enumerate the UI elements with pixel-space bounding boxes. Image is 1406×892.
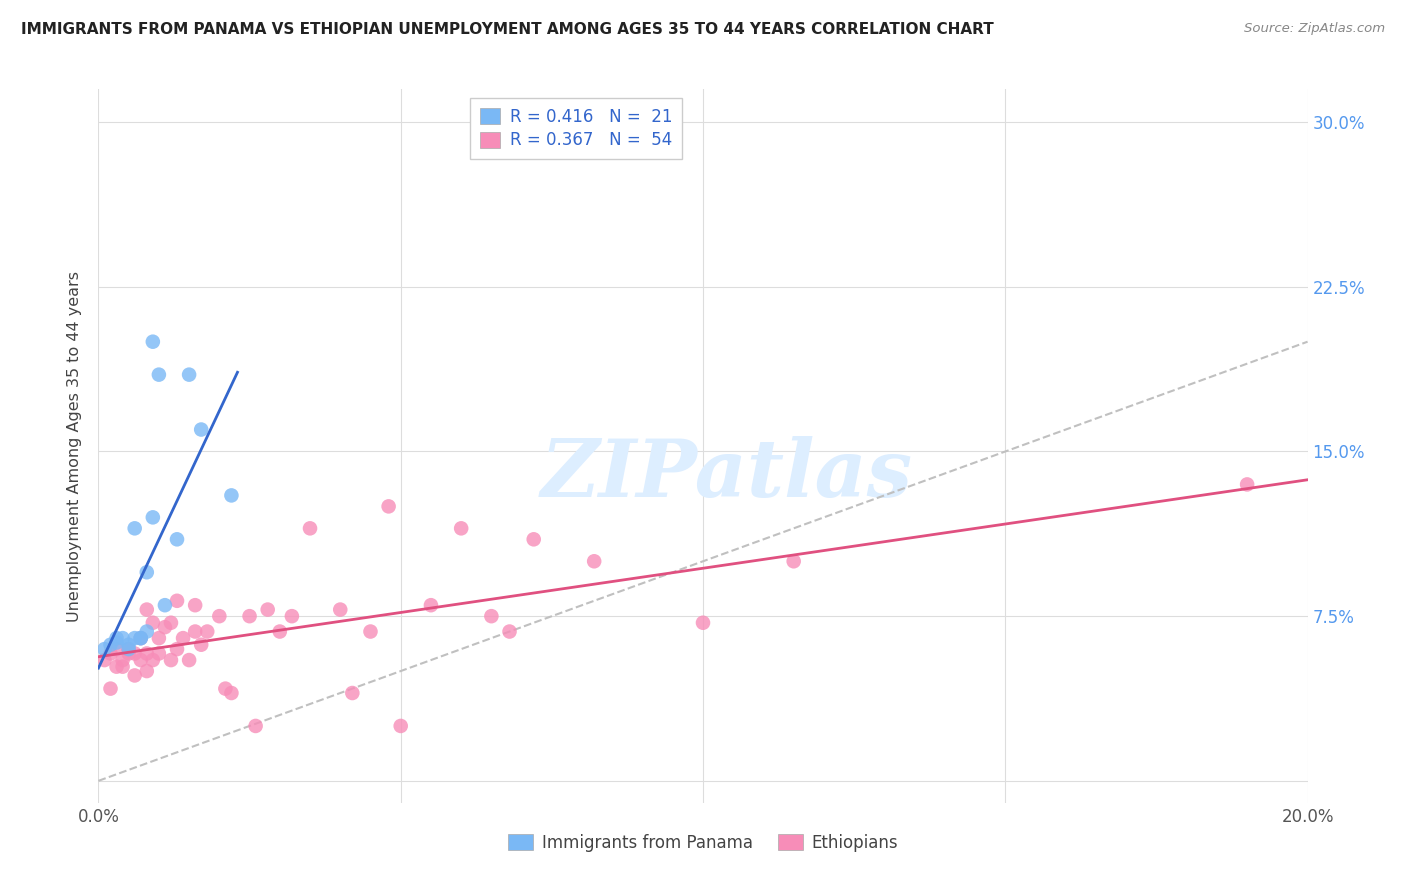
Point bbox=[208, 609, 231, 624]
Point bbox=[166, 594, 188, 608]
Point bbox=[221, 686, 243, 700]
Point bbox=[124, 647, 146, 661]
Point bbox=[166, 533, 188, 547]
Point bbox=[129, 653, 152, 667]
Point bbox=[190, 423, 212, 437]
Point bbox=[692, 615, 714, 630]
Point bbox=[105, 635, 128, 649]
Point bbox=[124, 668, 146, 682]
Point bbox=[245, 719, 267, 733]
Legend: Immigrants from Panama, Ethiopians: Immigrants from Panama, Ethiopians bbox=[502, 828, 904, 859]
Point bbox=[148, 368, 170, 382]
Point bbox=[100, 681, 122, 696]
Point bbox=[118, 638, 141, 652]
Point bbox=[105, 631, 128, 645]
Point bbox=[160, 653, 183, 667]
Y-axis label: Unemployment Among Ages 35 to 44 years: Unemployment Among Ages 35 to 44 years bbox=[67, 270, 83, 622]
Point bbox=[142, 653, 165, 667]
Point bbox=[148, 647, 170, 661]
Point bbox=[135, 602, 157, 616]
Point bbox=[360, 624, 382, 639]
Point bbox=[160, 615, 183, 630]
Point bbox=[184, 598, 207, 612]
Point bbox=[281, 609, 304, 624]
Point bbox=[299, 521, 322, 535]
Point bbox=[129, 631, 152, 645]
Point bbox=[105, 659, 128, 673]
Point bbox=[195, 624, 218, 639]
Point bbox=[184, 624, 207, 639]
Point bbox=[783, 554, 806, 568]
Point bbox=[214, 681, 236, 696]
Point bbox=[129, 631, 152, 645]
Point bbox=[100, 647, 122, 661]
Text: ZIPatlas: ZIPatlas bbox=[541, 436, 914, 513]
Point bbox=[100, 638, 122, 652]
Point bbox=[148, 631, 170, 645]
Point bbox=[239, 609, 262, 624]
Text: Source: ZipAtlas.com: Source: ZipAtlas.com bbox=[1244, 22, 1385, 36]
Point bbox=[129, 631, 152, 645]
Point bbox=[583, 554, 606, 568]
Point bbox=[93, 642, 115, 657]
Point bbox=[111, 653, 134, 667]
Point bbox=[124, 631, 146, 645]
Point bbox=[221, 488, 243, 502]
Point bbox=[118, 642, 141, 657]
Point bbox=[118, 647, 141, 661]
Point bbox=[377, 500, 399, 514]
Point bbox=[420, 598, 443, 612]
Point bbox=[329, 602, 352, 616]
Point bbox=[153, 598, 176, 612]
Point bbox=[153, 620, 176, 634]
Point bbox=[118, 642, 141, 657]
Point bbox=[135, 624, 157, 639]
Point bbox=[124, 521, 146, 535]
Point bbox=[179, 368, 201, 382]
Point bbox=[111, 631, 134, 645]
Point bbox=[166, 642, 188, 657]
Point bbox=[498, 624, 520, 639]
Point bbox=[389, 719, 412, 733]
Point bbox=[135, 647, 157, 661]
Point bbox=[142, 615, 165, 630]
Point bbox=[135, 664, 157, 678]
Point bbox=[481, 609, 503, 624]
Point bbox=[142, 334, 165, 349]
Point bbox=[105, 642, 128, 657]
Point bbox=[142, 510, 165, 524]
Point bbox=[179, 653, 201, 667]
Point bbox=[111, 659, 134, 673]
Point bbox=[172, 631, 194, 645]
Text: IMMIGRANTS FROM PANAMA VS ETHIOPIAN UNEMPLOYMENT AMONG AGES 35 TO 44 YEARS CORRE: IMMIGRANTS FROM PANAMA VS ETHIOPIAN UNEM… bbox=[21, 22, 994, 37]
Point bbox=[93, 653, 115, 667]
Point bbox=[523, 533, 546, 547]
Point bbox=[269, 624, 291, 639]
Point bbox=[342, 686, 364, 700]
Point bbox=[256, 602, 278, 616]
Point bbox=[450, 521, 472, 535]
Point bbox=[190, 638, 212, 652]
Point bbox=[135, 566, 157, 580]
Point bbox=[1236, 477, 1258, 491]
